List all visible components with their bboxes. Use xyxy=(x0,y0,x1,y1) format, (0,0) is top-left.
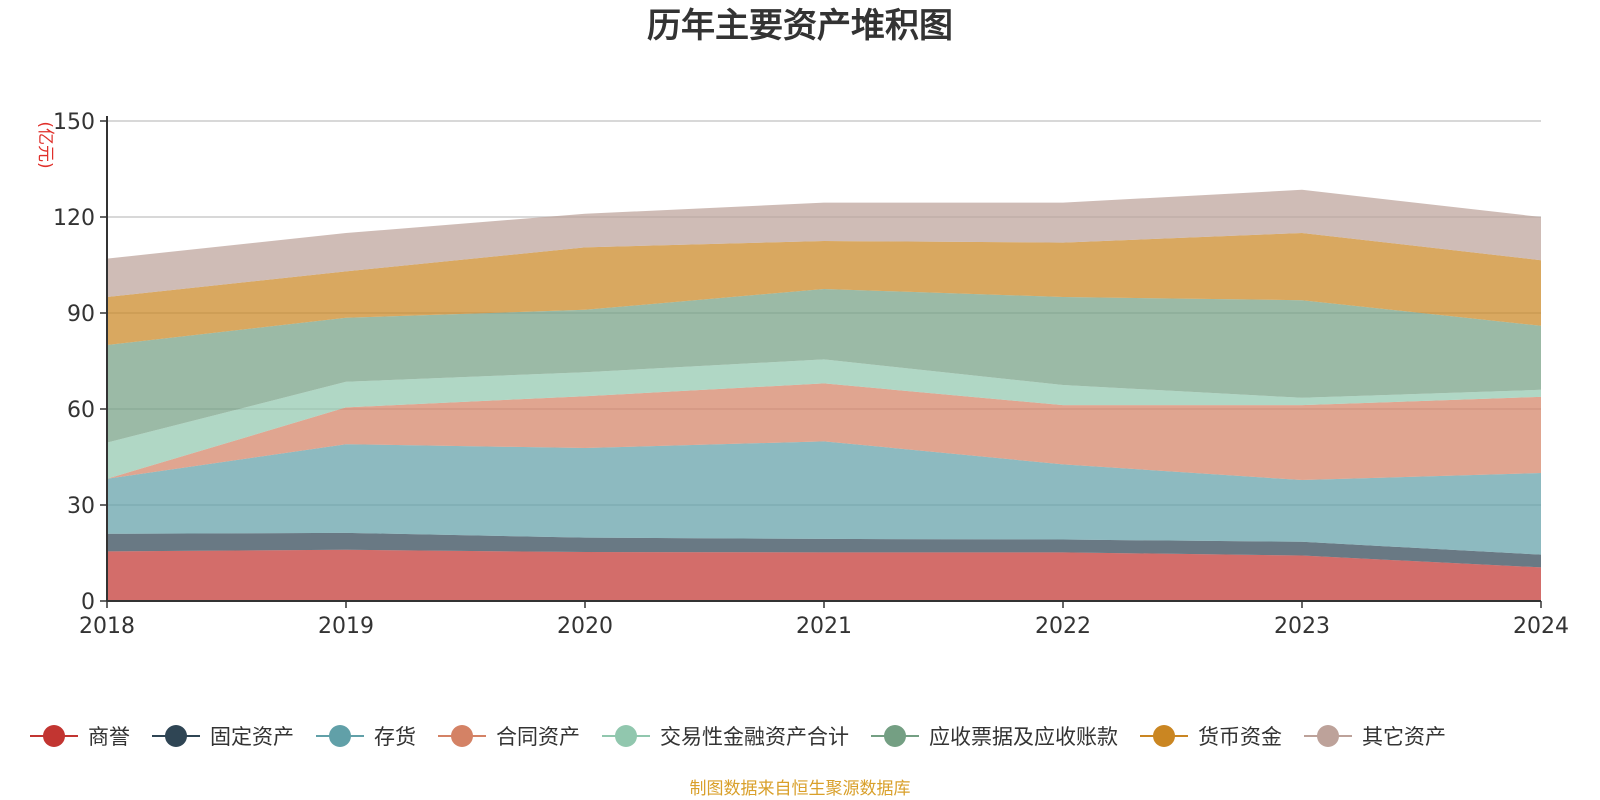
x-tick-label: 2018 xyxy=(79,614,135,639)
y-tick-label: 150 xyxy=(53,110,95,135)
y-tick-label: 120 xyxy=(53,206,95,231)
x-tick-label: 2022 xyxy=(1035,614,1091,639)
chart-title: 历年主要资产堆积图 xyxy=(647,6,953,46)
area-series-group xyxy=(107,189,1541,601)
area-series-4 xyxy=(107,383,1541,481)
legend-item[interactable]: 应收票据及应收账款 xyxy=(871,721,1118,751)
area-series-7 xyxy=(107,233,1541,345)
legend-marker-icon xyxy=(602,723,650,749)
legend-label: 应收票据及应收账款 xyxy=(929,725,1118,749)
y-tick-label: 60 xyxy=(67,398,95,423)
legend-label: 其它资产 xyxy=(1362,725,1446,749)
area-series-6 xyxy=(107,289,1541,443)
legend-label: 货币资金 xyxy=(1198,725,1282,749)
x-tick-label: 2024 xyxy=(1513,614,1569,639)
source-note: 制图数据来自恒生聚源数据库 xyxy=(689,779,911,799)
axes: 0 30 60 90 120 150 2018 2019 2020 2021 2022 2023 202… xyxy=(53,110,1569,639)
x-tick-label: 2021 xyxy=(796,614,852,639)
legend-label: 合同资产 xyxy=(496,725,580,749)
legend: 商誉 固定资产 存货 合同资产 交易性金融资产合计 应收票据及应收账款 货币资金 其它资产 xyxy=(30,718,1590,754)
legend-marker-icon xyxy=(1304,723,1352,749)
legend-item[interactable]: 合同资产 xyxy=(438,721,580,751)
y-axis-unit-label: (亿元) xyxy=(35,121,55,168)
legend-marker-icon xyxy=(1140,723,1188,749)
legend-marker-icon xyxy=(152,723,200,749)
x-tick-label: 2019 xyxy=(318,614,374,639)
legend-marker-icon xyxy=(316,723,364,749)
area-series-1 xyxy=(107,549,1541,601)
legend-marker-icon xyxy=(438,723,486,749)
legend-item[interactable]: 商誉 xyxy=(30,721,130,751)
area-series-3 xyxy=(107,441,1541,555)
stacked-area-chart: 0 30 60 90 120 150 2018 2019 2020 2021 2022 2023 202… xyxy=(35,110,1569,639)
x-tick-label: 2020 xyxy=(557,614,613,639)
area-series-2 xyxy=(107,532,1541,568)
legend-marker-icon xyxy=(871,723,919,749)
legend-marker-icon xyxy=(30,723,78,749)
legend-item[interactable]: 交易性金融资产合计 xyxy=(602,721,849,751)
legend-item[interactable]: 固定资产 xyxy=(152,721,294,751)
legend-item[interactable]: 货币资金 xyxy=(1140,721,1282,751)
y-tick-label: 0 xyxy=(81,590,95,615)
legend-item[interactable]: 其它资产 xyxy=(1304,721,1446,751)
legend-label: 交易性金融资产合计 xyxy=(660,725,849,749)
x-tick-label: 2023 xyxy=(1274,614,1330,639)
legend-label: 固定资产 xyxy=(210,725,294,749)
area-series-5 xyxy=(107,359,1541,479)
legend-item[interactable]: 存货 xyxy=(316,721,416,751)
y-tick-label: 30 xyxy=(67,494,95,519)
legend-label: 商誉 xyxy=(88,725,130,749)
y-tick-label: 90 xyxy=(67,302,95,327)
legend-label: 存货 xyxy=(374,725,416,749)
area-series-8 xyxy=(107,189,1541,297)
